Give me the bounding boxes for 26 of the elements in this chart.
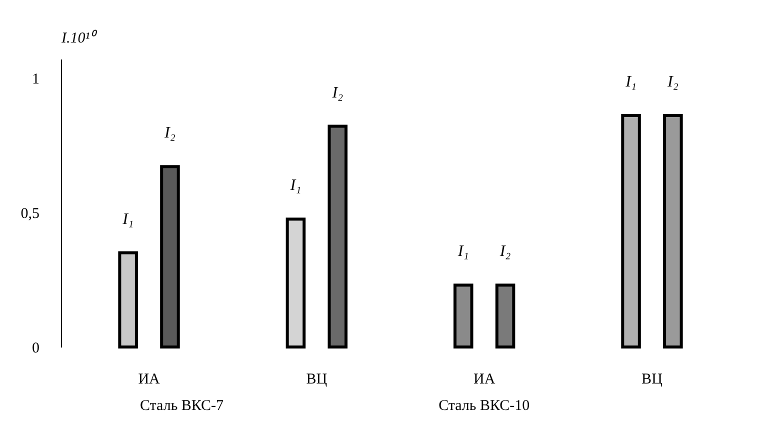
bar bbox=[160, 165, 180, 348]
text: I₂ bbox=[667, 74, 678, 91]
bar bbox=[286, 218, 306, 348]
text: I₁ bbox=[290, 177, 302, 194]
y-axis-title: I.10¹⁰ bbox=[60, 30, 98, 46]
x-tick-label: ИА bbox=[138, 372, 160, 388]
text: I₂ bbox=[500, 243, 511, 260]
series-label: I₂ bbox=[164, 124, 176, 142]
y-tick-label: 0 bbox=[32, 340, 40, 356]
y-tick-label: 0,5 bbox=[20, 206, 40, 222]
text: Сталь ВКС-7 bbox=[140, 398, 224, 415]
x-tick-label: ВЦ bbox=[642, 372, 663, 388]
text: Сталь ВКС-10 bbox=[438, 398, 530, 415]
bar bbox=[495, 284, 516, 348]
bar bbox=[453, 284, 474, 348]
text: I₁ bbox=[626, 74, 636, 91]
x-tick-label: ИА bbox=[473, 372, 496, 388]
bar bbox=[118, 251, 138, 348]
bar bbox=[328, 124, 348, 348]
bar bbox=[621, 114, 641, 348]
text: I₂ bbox=[332, 84, 344, 102]
series-label: I₁ bbox=[122, 210, 134, 228]
text: I₁ bbox=[458, 243, 469, 260]
bar bbox=[663, 114, 683, 348]
y-tick-label: 1 bbox=[32, 71, 40, 88]
x-tick-label: ВЦ bbox=[306, 372, 328, 388]
